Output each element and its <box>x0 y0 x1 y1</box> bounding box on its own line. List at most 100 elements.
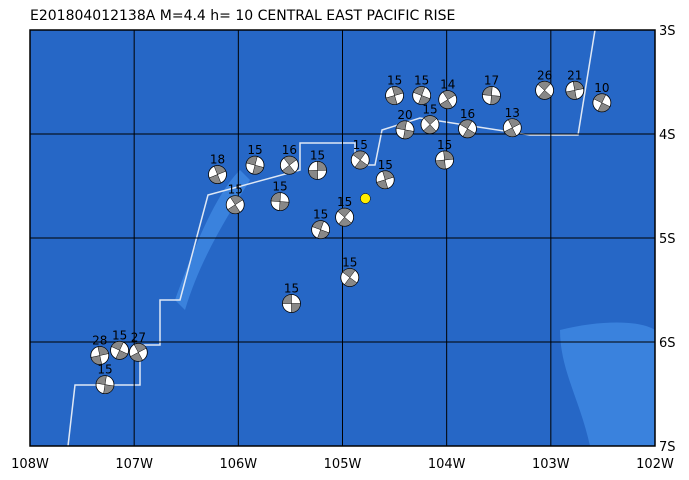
compression <box>418 95 431 105</box>
compression <box>317 229 330 239</box>
compression <box>490 95 501 105</box>
compression <box>354 159 368 170</box>
compression <box>462 128 476 139</box>
compression <box>213 165 227 175</box>
compression <box>130 352 143 362</box>
compression <box>90 355 102 365</box>
depth-label: 14 <box>440 78 455 92</box>
compression <box>376 179 389 190</box>
compression <box>342 268 356 278</box>
focal-mechanism <box>279 155 299 175</box>
focal-mechanism <box>502 118 522 138</box>
compression <box>337 207 351 218</box>
compression <box>593 93 607 104</box>
focal-mechanism <box>420 115 440 135</box>
depth-label: 15 <box>272 180 287 194</box>
compression <box>103 384 115 394</box>
focal-mechanism <box>225 195 245 215</box>
depth-label: 15 <box>228 183 243 197</box>
lat-label: 3S <box>659 24 676 39</box>
focal-mechanism <box>270 192 290 212</box>
depth-label: 15 <box>414 74 429 88</box>
depth-label: 27 <box>131 330 146 344</box>
depth-label: 15 <box>247 143 262 157</box>
lon-label: 104W <box>428 457 466 472</box>
compression <box>503 127 517 137</box>
focal-mechanism <box>308 160 327 180</box>
focal-mechanism <box>385 86 404 105</box>
title: E201804012138A M=4.4 h= 10 CENTRAL EAST … <box>30 8 455 24</box>
depth-label: 15 <box>97 363 112 377</box>
depth-label: 15 <box>387 74 402 88</box>
depth-label: 15 <box>313 208 328 222</box>
compression <box>95 375 107 385</box>
compression <box>111 341 124 351</box>
compression <box>338 216 352 227</box>
lon-label: 105W <box>324 457 362 472</box>
compression <box>537 81 551 91</box>
compression <box>229 195 244 206</box>
focal-mechanism <box>128 342 148 362</box>
compression <box>538 89 552 100</box>
compression <box>442 90 456 101</box>
depth-label: 15 <box>353 138 368 152</box>
depth-label: 16 <box>460 107 475 121</box>
epicenter <box>360 193 371 204</box>
compression <box>423 124 437 134</box>
lat-label: 6S <box>659 336 676 351</box>
focal-mechanism <box>311 220 331 240</box>
compression <box>443 150 454 161</box>
lon-label: 106W <box>219 457 257 472</box>
depth-label: 15 <box>310 148 325 162</box>
lat-label: 4S <box>659 128 676 143</box>
focal-mechanism <box>458 119 477 139</box>
depth-label: 15 <box>422 103 437 117</box>
focal-mechanism <box>438 90 458 110</box>
compression <box>270 192 281 202</box>
focal-mechanism <box>412 86 432 105</box>
compression <box>227 204 241 214</box>
compression <box>403 129 415 140</box>
compression <box>344 277 358 287</box>
depth-label: 10 <box>594 81 609 95</box>
focal-mechanism <box>340 268 360 287</box>
depth-label: 15 <box>437 138 452 152</box>
focal-mechanism <box>95 375 115 395</box>
focal-mechanism <box>335 207 354 227</box>
compression <box>252 164 265 175</box>
compression <box>423 115 437 125</box>
depth-label: 21 <box>567 68 582 82</box>
depth-label: 28 <box>92 334 107 348</box>
depth-label: 15 <box>112 328 127 342</box>
compression <box>208 174 222 184</box>
compression <box>597 102 611 113</box>
lon-label: 107W <box>115 457 153 472</box>
focal-mechanism <box>350 150 370 170</box>
lon-label: 102W <box>636 457 674 472</box>
compression <box>412 86 426 96</box>
compression <box>382 170 395 181</box>
depth-label: 15 <box>284 282 299 296</box>
compression <box>281 164 296 175</box>
lon-label: 103W <box>532 457 570 472</box>
depth-label: 18 <box>210 153 225 167</box>
depth-label: 17 <box>484 74 499 88</box>
depth-label: 26 <box>537 68 552 82</box>
compression <box>282 294 292 304</box>
depth-label: 15 <box>342 256 357 270</box>
focal-mechanism <box>482 86 501 105</box>
compression <box>317 161 327 171</box>
depth-label: 16 <box>282 143 297 157</box>
focal-mechanism <box>375 170 395 190</box>
compression <box>308 170 318 180</box>
compression <box>459 119 473 130</box>
compression <box>352 150 366 161</box>
compression <box>283 155 297 166</box>
focal-mechanism <box>395 120 415 140</box>
focal-mechanism <box>592 93 612 113</box>
compression <box>439 99 453 109</box>
lon-label: 108W <box>11 457 49 472</box>
compression <box>435 159 446 170</box>
